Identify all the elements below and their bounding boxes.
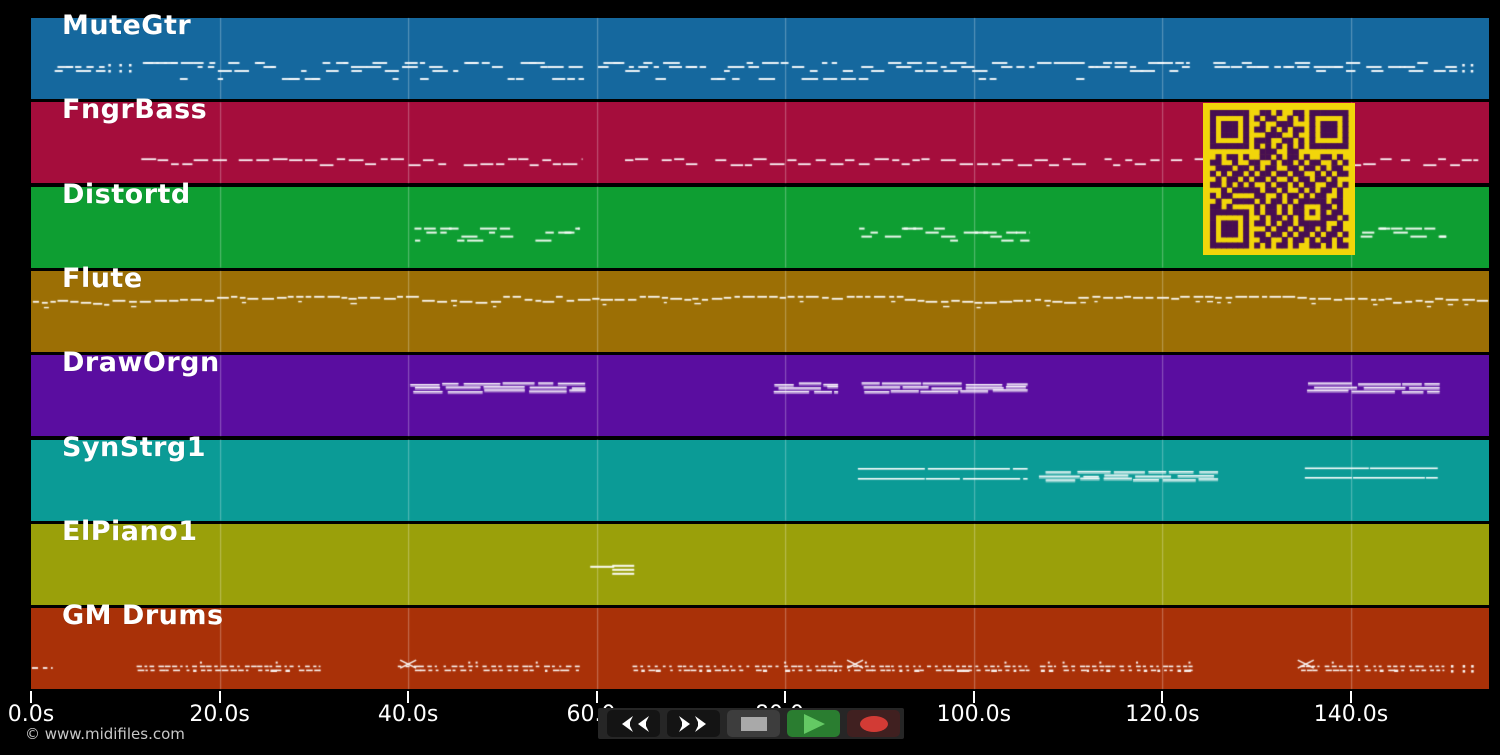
track-band-flute: Flute xyxy=(31,263,1489,352)
fast-forward-icon xyxy=(676,715,712,733)
record-button[interactable] xyxy=(847,710,900,737)
track-label: FngrBass xyxy=(62,94,208,126)
fast-forward-button[interactable] xyxy=(667,710,720,737)
axis-tick xyxy=(784,691,787,703)
track-band-gm-drums: GM Drums xyxy=(31,600,1489,690)
axis-tick xyxy=(595,691,598,703)
rewind-icon xyxy=(616,715,652,733)
stop-icon xyxy=(740,716,767,731)
track-band-distortd: Distortd xyxy=(31,179,1489,268)
track-label: MuteGtr xyxy=(62,10,192,41)
axis-tick xyxy=(1161,691,1164,703)
axis-label: 20.0s xyxy=(189,702,250,727)
axis-label: 40.0s xyxy=(377,702,439,727)
stop-button[interactable] xyxy=(727,710,780,737)
play-button[interactable] xyxy=(787,710,840,737)
copyright-text: © www.midifiles.com xyxy=(25,725,185,743)
axis-label: 120.0s xyxy=(1125,702,1200,727)
axis-tick xyxy=(218,691,221,703)
track-band-synstrg1: SynStrg1 xyxy=(31,432,1489,521)
track-label: GM Drums xyxy=(62,600,224,632)
play-icon xyxy=(802,713,826,734)
transport-bar xyxy=(598,708,904,739)
track-band-elpiano1: ElPiano1 xyxy=(31,516,1489,605)
record-icon xyxy=(858,715,890,733)
axis-label: 100.0s xyxy=(936,702,1012,727)
axis-tick xyxy=(972,691,975,703)
axis-tick xyxy=(1350,691,1352,703)
track-label: ElPiano1 xyxy=(62,515,198,547)
track-label: DrawOrgn xyxy=(62,347,220,379)
axis-tick xyxy=(407,691,410,703)
track-band-draworgn: DrawOrgn xyxy=(31,347,1489,437)
track-band-mutegtr: MuteGtr xyxy=(31,10,1489,99)
track-label: Distortd xyxy=(62,178,191,210)
axis-label: 140.0s xyxy=(1313,702,1389,727)
rewind-button[interactable] xyxy=(607,710,660,737)
track-band-fngrbass: FngrBass xyxy=(31,94,1489,184)
axis-tick xyxy=(30,691,32,703)
track-label: SynStrg1 xyxy=(62,431,207,463)
track-label: Flute xyxy=(62,262,143,294)
axis-label: 0.0s xyxy=(7,702,55,727)
